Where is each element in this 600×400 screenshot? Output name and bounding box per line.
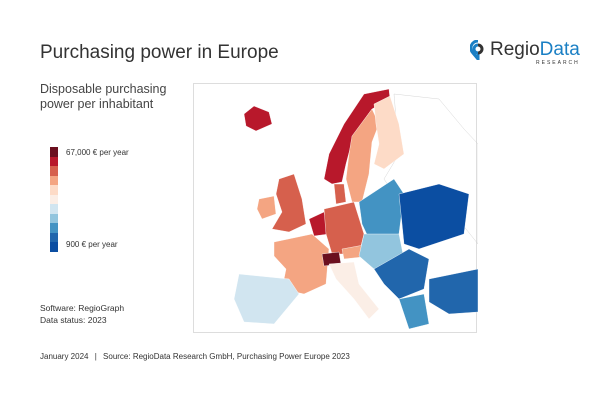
region-finland	[373, 95, 405, 170]
region-ireland	[256, 195, 277, 220]
logo-tagline: RESEARCH	[536, 60, 580, 66]
legend-swatch	[50, 232, 58, 242]
region-denmark	[333, 183, 347, 205]
legend-swatch	[50, 185, 58, 195]
legend-swatch	[50, 194, 58, 204]
regiodata-logo: RegioData RESEARCH	[470, 40, 580, 66]
page-title: Purchasing power in Europe	[40, 42, 279, 63]
legend-swatch	[50, 147, 58, 157]
legend-swatch	[50, 242, 58, 252]
region-turkey	[428, 268, 479, 315]
color-legend	[50, 147, 58, 252]
region-ukraine-belarus	[398, 183, 470, 250]
region-greece	[398, 293, 430, 330]
region-spain-portugal	[233, 273, 300, 325]
legend-swatch	[50, 223, 58, 233]
legend-swatch	[50, 156, 58, 166]
legend-swatch	[50, 175, 58, 185]
europe-map	[193, 83, 479, 333]
region-italy	[328, 261, 380, 320]
legend-max-label: 67,000 € per year	[66, 148, 129, 157]
location-pin-icon	[470, 40, 484, 60]
logo-text-regio: Regio	[490, 39, 540, 60]
software-note: Software: RegioGraph	[40, 303, 125, 313]
footer: January 2024 | Source: RegioData Researc…	[40, 352, 350, 361]
map-subtitle: Disposable purchasing power per inhabita…	[40, 82, 167, 111]
region-balkans	[373, 248, 430, 300]
footer-date: January 2024	[40, 352, 89, 361]
region-poland-baltics	[358, 178, 405, 240]
data-status-note: Data status: 2023	[40, 315, 107, 325]
legend-swatch	[50, 204, 58, 214]
legend-swatch	[50, 166, 58, 176]
legend-min-label: 900 € per year	[66, 240, 118, 249]
legend-swatch	[50, 213, 58, 223]
region-uk	[271, 173, 307, 233]
footer-source: Source: RegioData Research GmbH, Purchas…	[103, 352, 350, 361]
region-iceland	[243, 105, 273, 132]
logo-text-data: Data	[539, 39, 580, 60]
